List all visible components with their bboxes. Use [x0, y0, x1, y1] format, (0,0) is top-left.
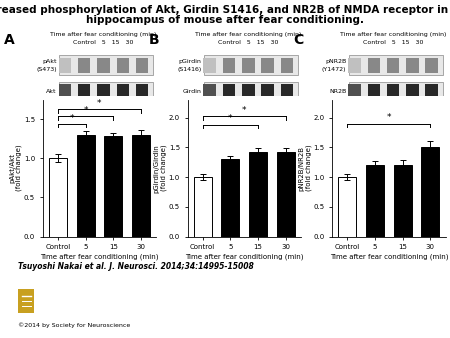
Bar	[223, 84, 235, 99]
Bar	[426, 84, 438, 99]
X-axis label: Time after fear conditioning (min): Time after fear conditioning (min)	[40, 253, 158, 260]
Bar	[387, 57, 399, 73]
Text: The Journal of Neuroscience: The Journal of Neuroscience	[38, 298, 106, 303]
Text: hippocampus of mouse after fear conditioning.: hippocampus of mouse after fear conditio…	[86, 15, 364, 25]
Bar	[18, 289, 34, 313]
Text: *: *	[83, 106, 88, 115]
Y-axis label: pGirdin/Girdin
(fold change): pGirdin/Girdin (fold change)	[154, 144, 167, 193]
Bar	[366, 165, 384, 237]
Bar	[76, 135, 94, 237]
Bar	[281, 57, 293, 73]
Text: (Y1472): (Y1472)	[322, 67, 346, 72]
Text: ©2014 by Society for Neuroscience: ©2014 by Society for Neuroscience	[18, 322, 130, 328]
Bar	[136, 57, 149, 73]
Bar	[104, 137, 122, 237]
Bar	[338, 177, 356, 237]
Bar	[406, 57, 419, 73]
Y-axis label: pNR2B/NR2B
(fold change): pNR2B/NR2B (fold change)	[298, 145, 312, 191]
Bar	[78, 84, 90, 99]
Bar	[368, 57, 380, 73]
Text: (S1416): (S1416)	[177, 67, 202, 72]
Bar	[406, 84, 419, 99]
Bar	[394, 165, 412, 237]
Text: Tsuyoshi Nakai et al. J. Neurosci. 2014;34:14995-15008: Tsuyoshi Nakai et al. J. Neurosci. 2014;…	[18, 262, 254, 271]
Bar	[97, 84, 110, 99]
Text: B: B	[149, 33, 160, 47]
Text: Time after fear conditioning (min): Time after fear conditioning (min)	[50, 32, 157, 37]
Text: A: A	[4, 33, 15, 47]
Bar	[203, 57, 216, 73]
Bar	[426, 57, 438, 73]
Text: *: *	[97, 99, 102, 108]
Bar	[261, 57, 274, 73]
Text: pNR2B: pNR2B	[325, 59, 346, 64]
Text: *: *	[387, 113, 391, 122]
Bar	[281, 84, 293, 99]
Bar	[132, 135, 150, 237]
Text: NR2B: NR2B	[329, 89, 346, 94]
Bar	[368, 84, 380, 99]
Bar	[242, 84, 255, 99]
Bar	[204, 55, 298, 75]
Text: Control   5   15   30: Control 5 15 30	[73, 40, 134, 45]
Bar	[49, 159, 67, 237]
X-axis label: Time after fear conditioning (min): Time after fear conditioning (min)	[329, 253, 448, 260]
Bar	[348, 84, 360, 99]
Bar	[58, 84, 71, 99]
Bar	[223, 57, 235, 73]
Bar	[349, 82, 443, 102]
Text: Increased phosphorylation of Akt, Girdin S1416, and NR2B of NMDA receptor in the: Increased phosphorylation of Akt, Girdin…	[0, 5, 450, 15]
Bar	[194, 177, 212, 237]
Bar	[204, 82, 298, 102]
Bar	[97, 57, 110, 73]
Bar	[348, 57, 360, 73]
Text: *: *	[69, 114, 74, 123]
Bar	[59, 55, 153, 75]
Bar	[59, 82, 153, 102]
Bar	[349, 55, 443, 75]
Bar	[249, 152, 267, 237]
Bar	[203, 84, 216, 99]
Text: Time after fear conditioning (min): Time after fear conditioning (min)	[195, 32, 302, 37]
Text: Time after fear conditioning (min): Time after fear conditioning (min)	[340, 32, 446, 37]
Bar	[58, 57, 71, 73]
Text: C: C	[294, 33, 304, 47]
Text: Control   5   15   30: Control 5 15 30	[218, 40, 279, 45]
Text: Control   5   15   30: Control 5 15 30	[363, 40, 423, 45]
Bar	[117, 57, 129, 73]
Bar	[277, 152, 295, 237]
Bar	[421, 147, 439, 237]
Y-axis label: pAkt/Akt
(fold change): pAkt/Akt (fold change)	[9, 145, 22, 191]
X-axis label: Time after fear conditioning (min): Time after fear conditioning (min)	[185, 253, 303, 260]
Bar	[242, 57, 255, 73]
Bar	[221, 159, 239, 237]
Text: pGirdin: pGirdin	[179, 59, 202, 64]
Bar	[117, 84, 129, 99]
Text: pAkt: pAkt	[42, 59, 57, 64]
Bar	[387, 84, 399, 99]
Bar	[136, 84, 149, 99]
Bar	[261, 84, 274, 99]
Text: *: *	[242, 106, 247, 115]
Bar	[78, 57, 90, 73]
Text: *: *	[228, 114, 233, 123]
Text: (S473): (S473)	[36, 67, 57, 72]
Text: Akt: Akt	[46, 89, 57, 94]
Text: Girdin: Girdin	[183, 89, 202, 94]
